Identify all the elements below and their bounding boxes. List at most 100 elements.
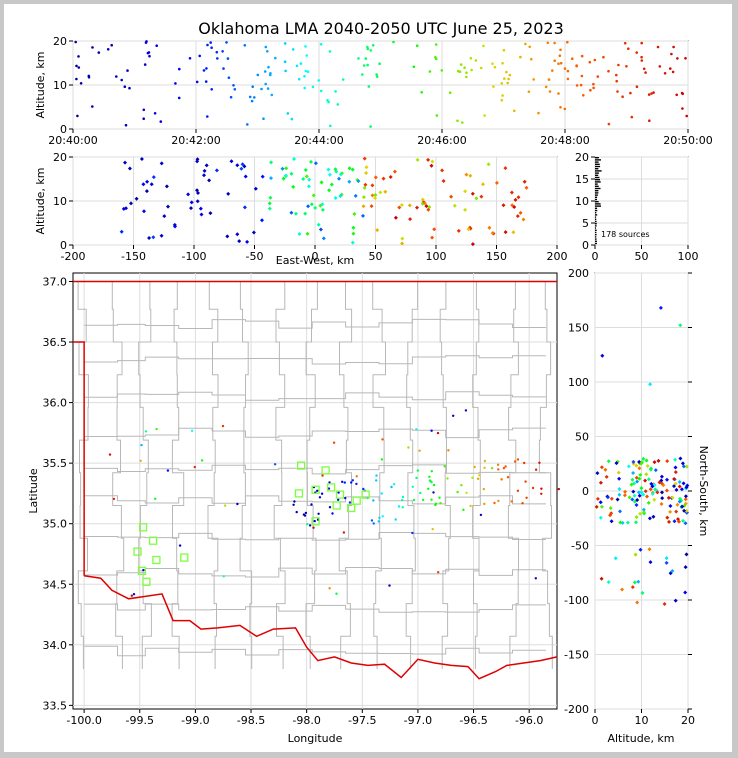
time-height-point bbox=[256, 73, 260, 77]
county-line bbox=[138, 281, 152, 669]
time-height-point bbox=[79, 82, 83, 85]
time-height-point bbox=[684, 57, 687, 60]
ew-altitude-point bbox=[195, 199, 200, 204]
plan-view-point bbox=[538, 461, 541, 464]
time-height-point bbox=[537, 111, 540, 115]
time-height-point bbox=[232, 84, 235, 87]
ew-altitude-point bbox=[463, 189, 468, 194]
county-line bbox=[507, 281, 519, 669]
time-height-point bbox=[269, 72, 272, 75]
plan-view-point bbox=[341, 480, 344, 483]
ew-altitude-point bbox=[280, 166, 285, 171]
time-height-point bbox=[593, 58, 597, 62]
alt-ns-point bbox=[647, 516, 652, 521]
time-height-point bbox=[283, 42, 287, 45]
time-height-point bbox=[559, 61, 563, 65]
plan-view-point bbox=[139, 459, 142, 462]
ew-altitude-point bbox=[214, 168, 219, 173]
ns-tick-label: -200 bbox=[564, 703, 589, 716]
alt-ns-point bbox=[636, 490, 641, 495]
alt-ns-point bbox=[605, 495, 610, 500]
ew-altitude-point bbox=[327, 172, 332, 177]
alt-ns-point bbox=[620, 587, 625, 592]
time-height-point bbox=[596, 75, 600, 78]
alt-ns-point bbox=[685, 483, 690, 488]
ew-altitude-point bbox=[127, 166, 132, 171]
plan-view-point bbox=[342, 531, 346, 534]
alt-ns-point bbox=[637, 466, 642, 471]
histogram-bar bbox=[595, 183, 598, 185]
plan-view-point bbox=[337, 491, 340, 494]
time-height-point bbox=[126, 69, 129, 72]
time-height-point bbox=[463, 66, 466, 69]
time-height-point bbox=[366, 63, 369, 67]
histogram-bar bbox=[595, 216, 597, 218]
time-height-point bbox=[120, 78, 123, 82]
histogram-bar bbox=[595, 192, 599, 194]
time-height-point bbox=[553, 59, 556, 62]
plan-view-point bbox=[335, 592, 338, 595]
ew-altitude-point bbox=[501, 203, 506, 208]
time-height-point bbox=[588, 60, 592, 64]
time-height-point bbox=[159, 120, 163, 123]
plan-view-point bbox=[428, 479, 432, 482]
alt-ns-point bbox=[631, 471, 636, 475]
plan-view-point bbox=[432, 483, 436, 487]
time-height-point bbox=[260, 87, 263, 91]
plan-view-point bbox=[392, 483, 396, 486]
alt-ns-point bbox=[606, 580, 611, 585]
ew-altitude-point bbox=[321, 236, 326, 241]
plan-view-panel: -100.0 -99.5 -99.0 -98.5 -98.0 -97.5 -97.0 -96.… bbox=[27, 272, 560, 745]
ew-altitude-point bbox=[356, 179, 361, 184]
time-height-point bbox=[77, 66, 81, 69]
alt-ns-xlabel: Altitude, km bbox=[607, 732, 674, 745]
plan-view-point bbox=[418, 449, 421, 452]
alt-ns-point bbox=[638, 547, 643, 552]
plan-view-point bbox=[540, 492, 543, 495]
time-height-point bbox=[375, 75, 379, 78]
ew-altitude-point bbox=[522, 179, 527, 184]
alt-ns-point bbox=[648, 382, 653, 387]
time-height-point bbox=[142, 108, 146, 112]
lma-station bbox=[311, 485, 320, 494]
time-height-point bbox=[469, 57, 473, 60]
time-height-point bbox=[685, 114, 688, 118]
ew-altitude-point bbox=[269, 176, 273, 181]
histogram-bar bbox=[595, 174, 599, 176]
plan-view-point bbox=[436, 431, 440, 435]
alt-ns-point bbox=[637, 476, 642, 481]
plan-view-point bbox=[490, 467, 494, 470]
alt-ns-point bbox=[659, 474, 664, 479]
time-height-point bbox=[506, 81, 510, 85]
ew-altitude-point bbox=[297, 232, 302, 236]
time-height-point bbox=[648, 119, 651, 122]
time-height-point bbox=[274, 56, 277, 60]
histogram-bar bbox=[595, 172, 599, 174]
ew-altitude-point bbox=[388, 175, 393, 179]
ew-tick-label: 0 bbox=[312, 250, 319, 263]
time-height-point bbox=[124, 123, 128, 127]
time-height-point bbox=[341, 78, 345, 81]
time-height-point bbox=[551, 69, 554, 72]
alt-ns-point bbox=[684, 464, 689, 469]
county-line bbox=[338, 281, 353, 669]
time-height-point bbox=[559, 48, 562, 52]
histogram-ticks: 0 50 100 0 5 10 15 20 bbox=[575, 151, 699, 263]
alt-ns-point bbox=[653, 487, 658, 492]
ew-altitude-point bbox=[518, 210, 523, 215]
ew-altitude-point bbox=[304, 174, 309, 179]
plan-view-point bbox=[331, 512, 334, 515]
time-height-point bbox=[415, 44, 419, 47]
alt-ns-point bbox=[618, 520, 623, 525]
histogram-bar bbox=[595, 220, 597, 223]
ew-tick-label: 50 bbox=[369, 250, 383, 263]
time-tick-label: 20:42:00 bbox=[171, 134, 220, 147]
ew-altitude-point bbox=[329, 182, 334, 187]
time-height-point bbox=[303, 75, 306, 78]
ew-altitude-point bbox=[429, 163, 434, 168]
plan-view-point bbox=[462, 508, 465, 511]
alt-ns-point bbox=[680, 504, 685, 509]
time-height-point bbox=[304, 69, 308, 73]
alt-ns-point bbox=[617, 487, 622, 491]
plan-view-point bbox=[534, 577, 537, 580]
